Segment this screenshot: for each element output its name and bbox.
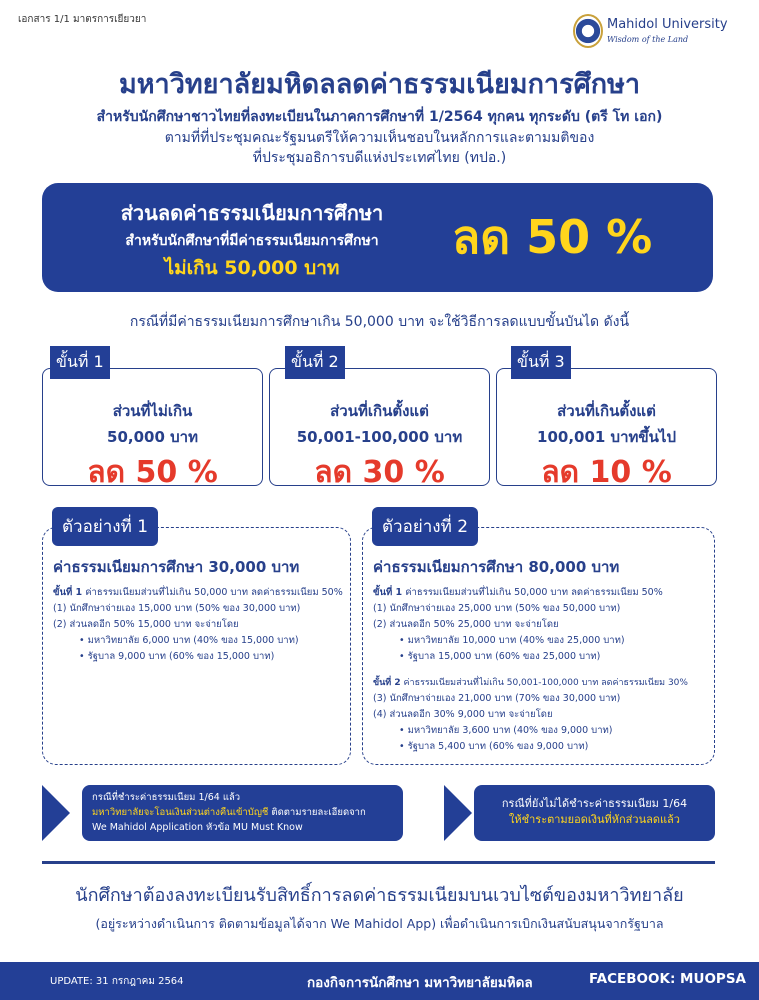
example-item: (3) นักศึกษาจ่ายเอง 21,000 บาท (70% ของ … xyxy=(373,693,621,704)
subtitle-line: ตามที่ที่ประชุมคณะรัฐมนตรีให้ความเห็นชอบ… xyxy=(164,130,595,146)
step-label: ขั้นที่ 1 xyxy=(53,587,83,598)
unpaid-note: กรณีที่ยังไม่ได้ชำระค่าธรรมเนียม 1/64 ให… xyxy=(474,785,715,841)
step-text: ค่าธรรมเนียมส่วนที่ไม่เกิน 50,000 บาท ลด… xyxy=(85,587,343,598)
example-card-1: ค่าธรรมเนียมการศึกษา 30,000 บาท ขั้นที่ … xyxy=(42,527,351,765)
example-item: (1) นักศึกษาจ่ายเอง 25,000 บาท (50% ของ … xyxy=(373,603,621,614)
subtitle-line: สำหรับนักศึกษาชาวไทยที่ลงทะเบียนในภาคการ… xyxy=(96,109,663,125)
step-label: ขั้นที่ 1 xyxy=(373,587,403,598)
tier-line1: ส่วนที่เกินตั้งแต่ xyxy=(330,402,429,420)
tier-discount: ลด 10 % xyxy=(541,455,672,490)
example-item: (4) ส่วนลดอีก 30% 9,000 บาท จะจ่ายโดย xyxy=(373,709,553,720)
unpaid-line1: กรณีที่ยังไม่ได้ชำระค่าธรรมเนียม 1/64 xyxy=(501,797,688,810)
tier-line2: 50,000 บาท xyxy=(107,428,198,446)
mahidol-logo-icon xyxy=(573,14,603,48)
example-bullet: • มหาวิทยาลัย 3,600 บาท (40% ของ 9,000 บ… xyxy=(399,725,613,736)
example-bullet: • รัฐบาล 5,400 บาท (60% ของ 9,000 บาท) xyxy=(399,741,589,752)
main-discount-banner: ส่วนลดค่าธรรมเนียมการศึกษา สำหรับนักศึกษ… xyxy=(42,183,713,292)
registration-heading: นักศึกษาต้องลงทะเบียนรับสิทธิ์การลดค่าธร… xyxy=(75,885,684,906)
paid-note: กรณีที่ชำระค่าธรรมเนียม 1/64 แล้ว มหาวิท… xyxy=(82,785,403,841)
step-text: ค่าธรรมเนียมส่วนที่ไม่เกิน 50,001-100,00… xyxy=(403,678,688,688)
tier-line1: ส่วนที่ไม่เกิน xyxy=(112,402,193,420)
tier-tag-3: ขั้นที่ 3 xyxy=(511,346,571,379)
banner-heading: ส่วนลดค่าธรรมเนียมการศึกษา xyxy=(120,201,384,225)
banner-discount: ลด 50 % xyxy=(452,210,653,264)
arrow-right-icon xyxy=(444,785,472,841)
tier-card-3: ส่วนที่เกินตั้งแต่ 100,001 บาทขึ้นไป ลด … xyxy=(496,368,717,490)
tier-discount: ลด 30 % xyxy=(314,455,445,490)
tier-tag-1: ขั้นที่ 1 xyxy=(50,346,110,379)
paid-line2: ติดตามรายละเอียดจาก xyxy=(268,807,366,818)
tier-tag-2: ขั้นที่ 2 xyxy=(285,346,345,379)
example-bullet: • มหาวิทยาลัย 10,000 บาท (40% ของ 25,000… xyxy=(399,635,625,646)
tier-line2: 100,001 บาทขึ้นไป xyxy=(537,428,676,446)
university-slogan: Wisdom of the Land xyxy=(607,35,689,44)
footer-bar: UPDATE: 31 กรกฎาคม 2564 กองกิจการนักศึกษ… xyxy=(0,962,759,1000)
step-text: ค่าธรรมเนียมส่วนที่ไม่เกิน 50,000 บาท ลด… xyxy=(405,587,663,598)
office-name: กองกิจการนักศึกษา มหาวิทยาลัยมหิดล xyxy=(307,975,533,991)
banner-limit: ไม่เกิน 50,000 บาท xyxy=(164,257,340,279)
paid-highlight: มหาวิทยาลัยจะโอนเงินส่วนต่างคืนเข้าบัญชี xyxy=(92,807,269,818)
tier-card-1: ส่วนที่ไม่เกิน 50,000 บาท ลด 50 % xyxy=(42,368,263,490)
page-title: มหาวิทยาลัยมหิดลลดค่าธรรมเนียมการศึกษา xyxy=(118,69,641,100)
banner-subheading: สำหรับนักศึกษาที่มีค่าธรรมเนียมการศึกษา xyxy=(125,233,379,249)
example-item: (2) ส่วนลดอีก 50% 15,000 บาท จะจ่ายโดย xyxy=(53,619,239,630)
example-heading: ค่าธรรมเนียมการศึกษา 80,000 บาท xyxy=(373,558,620,576)
example-heading: ค่าธรรมเนียมการศึกษา 30,000 บาท xyxy=(53,558,300,576)
tier-card-2: ส่วนที่เกินตั้งแต่ 50,001-100,000 บาท ลด… xyxy=(269,368,490,490)
university-name: Mahidol University xyxy=(607,17,728,32)
step-method-note: กรณีที่มีค่าธรรมเนียมการศึกษาเกิน 50,000… xyxy=(129,314,630,330)
example-bullet: • รัฐบาล 9,000 บาท (60% ของ 15,000 บาท) xyxy=(79,651,275,662)
update-date: UPDATE: 31 กรกฎาคม 2564 xyxy=(50,976,184,987)
registration-note: (อยู่ระหว่างดำเนินการ ติดตามข้อมูลได้จาก… xyxy=(95,916,664,931)
facebook-handle: FACEBOOK: MUOPSA xyxy=(589,971,746,987)
paid-line3: We Mahidol Application หัวข้อ MU Must Kn… xyxy=(92,822,303,833)
example-item: (1) นักศึกษาจ่ายเอง 15,000 บาท (50% ของ … xyxy=(53,603,301,614)
example-bullet: • รัฐบาล 15,000 บาท (60% ของ 25,000 บาท) xyxy=(399,651,601,662)
unpaid-line2: ให้ชำระตามยอดเงินที่หักส่วนลดแล้ว xyxy=(509,813,680,826)
tier-line1: ส่วนที่เกินตั้งแต่ xyxy=(557,402,656,420)
document-note: เอกสาร 1/1 มาตรการเยียวยา xyxy=(18,14,147,25)
tier-line2: 50,001-100,000 บาท xyxy=(296,428,463,446)
step-label: ขั้นที่ 2 xyxy=(373,678,401,688)
example-bullet: • มหาวิทยาลัย 6,000 บาท (40% ของ 15,000 … xyxy=(79,635,299,646)
example-tag-1: ตัวอย่างที่ 1 xyxy=(52,507,159,546)
subtitle-line: ที่ประชุมอธิการบดีแห่งประเทศไทย (ทปอ.) xyxy=(252,150,507,166)
example-tag-2: ตัวอย่างที่ 2 xyxy=(372,507,479,546)
arrow-right-icon xyxy=(42,785,70,841)
example-card-2: ค่าธรรมเนียมการศึกษา 80,000 บาท ขั้นที่ … xyxy=(362,527,715,765)
tier-discount: ลด 50 % xyxy=(87,455,218,490)
divider xyxy=(42,861,715,864)
example-item: (2) ส่วนลดอีก 50% 25,000 บาท จะจ่ายโดย xyxy=(373,619,559,630)
paid-line1: กรณีที่ชำระค่าธรรมเนียม 1/64 แล้ว xyxy=(92,792,241,803)
